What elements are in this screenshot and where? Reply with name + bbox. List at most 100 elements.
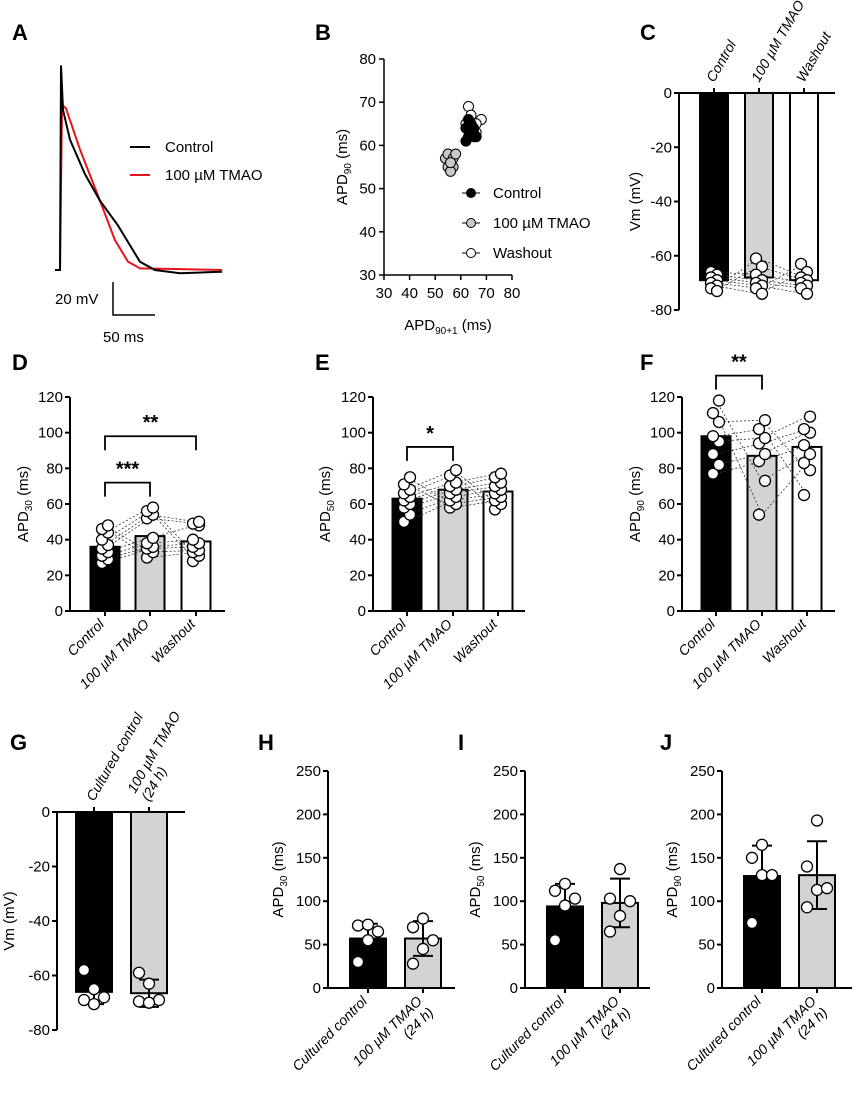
axis-label-subscript: 90 [343,163,354,175]
y-axis-label: APD90 (ms) [334,129,354,205]
data-point [745,851,759,864]
data-point [548,934,562,947]
paired-line [104,542,197,560]
x-tick-label: 60 [452,285,469,302]
scale-bar-voltage-label: 20 mV [55,291,98,308]
data-point [87,982,101,996]
panel-label-b: B [315,20,331,45]
data-point [426,934,440,947]
y-axis-label: APD90 (ms) [627,466,647,542]
y-tick-label: 100 [690,893,715,910]
data-point [800,287,814,300]
y-tick-label: 40 [658,532,675,549]
y-tick-label: 150 [493,850,518,867]
data-point [77,993,91,1007]
data-point [755,869,769,882]
data-point [403,471,417,484]
paired-line [406,492,499,523]
data-point [706,406,720,420]
data-point [710,284,724,298]
y-axis-label: Vm (mV) [627,172,644,231]
axis-label-subscript: 50 [326,500,337,512]
y-tick-label: 100 [650,425,675,442]
y-tick-label: -60 [28,968,50,985]
legend-label: Control [165,139,213,156]
x-tick-label: 50 [427,285,444,302]
legend-marker [466,188,476,198]
y-tick-label: 100 [296,893,321,910]
data-point [820,882,834,895]
category-label: Washout [793,28,835,85]
panel-label-c: C [640,20,656,45]
panel-label-i: I [458,730,464,755]
y-tick-label: 100 [493,893,518,910]
bar-1 [744,92,774,279]
category-label: Control [703,37,740,85]
axis-label-subscript: 30 [279,875,290,887]
legend-label: Control [493,185,541,202]
y-tick-label: -80 [28,1022,50,1039]
bar-1 [601,901,639,989]
category-label-line: Control [675,615,719,659]
data-point [749,252,763,265]
x-axis-label: APD90+1 (ms) [404,317,492,337]
data-point [371,925,385,938]
data-point [765,869,779,882]
legend-marker [466,218,476,228]
paired-line [715,412,808,516]
significance-label: ** [731,352,747,374]
y-tick-label: 0 [358,603,366,620]
data-point [758,474,772,487]
category-label: Washout [759,615,810,666]
axis-label-unit: (ms) [627,466,644,500]
category-label-line: Control [366,615,410,659]
axis-label-unit: (ms) [664,841,681,875]
significance-label: *** [116,459,140,481]
axis-label-main: APD [270,887,287,918]
panel-label-g: G [10,730,27,755]
data-point [706,430,720,443]
legend-marker [466,248,476,258]
data-point [755,838,769,851]
category-label-line: Washout [759,615,810,666]
axis-label-subscript: 50 [476,875,487,887]
panel-label-h: H [258,730,274,755]
data-point [416,942,430,956]
paired-line [713,266,805,292]
paired-line [104,517,197,549]
plots: Control 100 µM TMAO 20 mV 50 ms 30 40 50 60 70 80… [1,0,852,1074]
y-axis-label: Vm (mV) [1,891,18,950]
data-point [152,993,166,1007]
data-point [494,467,508,480]
y-tick-label: -80 [650,302,672,319]
paired-line [104,514,197,546]
data-point [468,122,480,134]
scale-bar-time-label: 50 ms [103,329,144,346]
y-tick-label: 40 [349,532,366,549]
data-point [623,895,637,908]
y-tick-label: 70 [359,94,376,111]
x-tick-label: 30 [376,285,393,302]
axis-label-main: APD [404,317,435,334]
panel-label-d: D [12,350,28,375]
category-label-line: Washout [450,615,501,666]
category-label: Control [366,615,410,659]
data-point [803,447,817,461]
significance-label: * [426,423,434,445]
axis-label-unit: (ms) [15,466,32,500]
paired-line [104,507,197,556]
data-point [132,995,146,1008]
trace-tmao [55,102,223,271]
y-tick-label: 200 [493,806,518,823]
panel-label-j: J [660,730,672,755]
y-tick-label: 100 [341,425,366,442]
y-tick-label: 80 [658,460,675,477]
axis-label-main: APD [467,887,484,918]
data-point [142,977,156,990]
data-point [755,260,769,273]
paired-line [406,484,499,508]
data-point [351,955,365,969]
data-point [186,533,200,546]
